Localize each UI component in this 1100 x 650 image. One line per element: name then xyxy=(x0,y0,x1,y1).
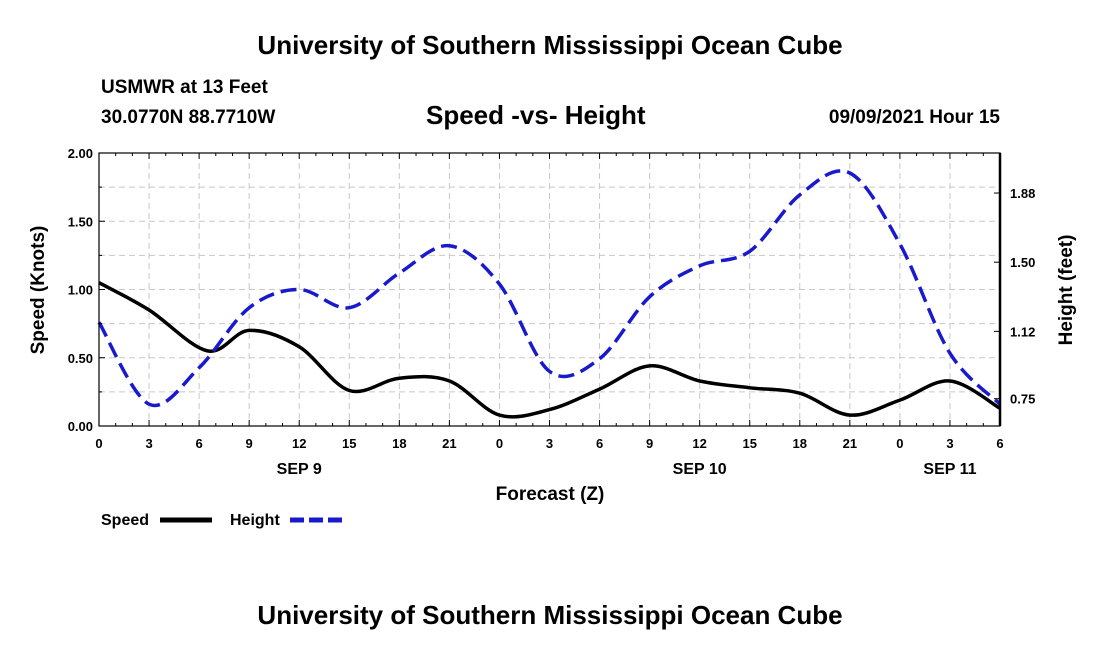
grid-lines xyxy=(99,153,1000,426)
station-coordinates: 30.0770N 88.7710W xyxy=(101,107,276,128)
footer-title: University of Southern Mississippi Ocean… xyxy=(257,600,843,630)
x-tick-label: 3 xyxy=(145,436,152,451)
plot-frame xyxy=(98,152,1002,427)
x-tick-label: 0 xyxy=(95,436,102,451)
axis-labels: 0 3 6 9 12 15 18 21 0 3 6 9 12 15 18 21 0 3 6 SEP 9 SEP 10 SE… xyxy=(68,146,1036,478)
day-label: SEP 11 xyxy=(923,461,976,478)
station-label: USMWR at 13 Feet xyxy=(101,77,268,98)
x-tick-label: 21 xyxy=(843,436,857,451)
x-tick-label: 12 xyxy=(692,436,706,451)
y2-axis-title: Height (feet) xyxy=(1056,235,1077,346)
x-tick-label: 12 xyxy=(292,436,306,451)
page-title: University of Southern Mississippi Ocean… xyxy=(257,30,843,60)
y-axis-title: Speed (Knots) xyxy=(28,226,49,355)
day-label: SEP 9 xyxy=(277,461,322,478)
forecast-timestamp: 09/09/2021 Hour 15 xyxy=(828,107,1000,128)
x-tick-label: 9 xyxy=(246,436,253,451)
x-tick-label: 15 xyxy=(342,436,356,451)
x-tick-label: 3 xyxy=(946,436,953,451)
x-tick-label: 15 xyxy=(742,436,756,451)
x-tick-label: 3 xyxy=(546,436,553,451)
series-speed-line xyxy=(98,281,1001,419)
x-tick-label: 9 xyxy=(646,436,653,451)
x-tick-label: 0 xyxy=(896,436,903,451)
legend-speed-label: Speed xyxy=(101,512,149,529)
y-tick-label: 1.00 xyxy=(68,283,93,298)
day-label: SEP 10 xyxy=(673,461,727,478)
legend: Speed Height xyxy=(101,512,342,529)
y-tick-label: 2.00 xyxy=(68,146,93,161)
x-tick-label: 21 xyxy=(442,436,456,451)
y-tick-label: 1.50 xyxy=(68,214,93,229)
y2-tick-label: 0.75 xyxy=(1010,392,1035,407)
x-tick-label: 0 xyxy=(496,436,503,451)
y-tick-label: 0.00 xyxy=(68,419,93,434)
x-tick-label: 6 xyxy=(996,436,1003,451)
series-lines xyxy=(97,169,1002,419)
x-tick-label: 18 xyxy=(793,436,807,451)
chart-title: Speed -vs- Height xyxy=(426,100,646,130)
series-height-line xyxy=(97,169,1002,408)
y2-tick-label: 1.12 xyxy=(1010,324,1035,339)
x-tick-label: 6 xyxy=(195,436,202,451)
y2-tick-label: 1.50 xyxy=(1010,255,1035,270)
y-tick-label: 0.50 xyxy=(68,351,93,366)
x-tick-label: 18 xyxy=(392,436,406,451)
x-tick-label: 6 xyxy=(596,436,603,451)
x-axis-title: Forecast (Z) xyxy=(496,484,605,505)
legend-height-label: Height xyxy=(230,512,280,529)
y2-tick-label: 1.88 xyxy=(1010,186,1035,201)
